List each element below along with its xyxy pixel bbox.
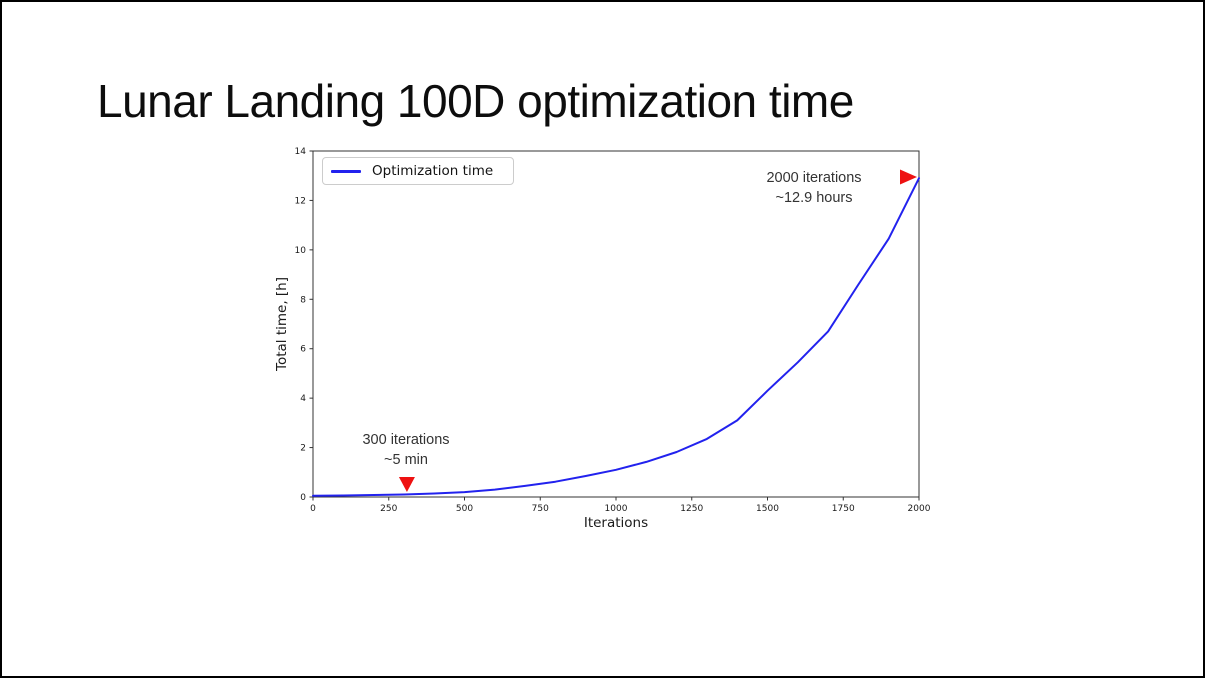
legend-label: Optimization time [372, 163, 494, 179]
triangle-down-marker-icon [398, 477, 415, 493]
y-tick-label: 10 [295, 246, 307, 256]
annotation-line: ~12.9 hours [775, 190, 853, 206]
y-tick-label: 0 [300, 493, 306, 503]
y-tick-label: 12 [295, 196, 306, 206]
x-tick-label: 1250 [680, 504, 703, 514]
annotation-2000-iterations: 2000 iterations ~12.9 hours [734, 168, 894, 208]
annotation-line: 2000 iterations [766, 170, 862, 186]
y-axis-label: Total time, [h] [274, 277, 290, 372]
x-tick-label: 750 [532, 504, 549, 514]
x-tick-label: 1000 [605, 504, 628, 514]
optimization-time-chart: 0 250 500 750 1000 1250 1500 1750 2000 0 2 4 6 8 10 12 1… [272, 142, 937, 542]
triangle-right-marker-icon [900, 169, 917, 185]
y-tick-label: 8 [300, 295, 306, 305]
y-tick-label: 2 [300, 444, 306, 454]
chart-legend: Optimization time [322, 157, 514, 185]
annotation-300-iterations: 300 iterations ~5 min [326, 430, 486, 470]
y-tick-label: 4 [300, 394, 306, 404]
x-tick-label: 500 [456, 504, 473, 514]
legend-line-sample [331, 169, 361, 173]
x-tick-label: 1750 [832, 504, 855, 514]
slide-title: Lunar Landing 100D optimization time [97, 75, 854, 127]
plot-area: 0 250 500 750 1000 1250 1500 1750 2000 0 2 4 6 8 10 12 1… [274, 147, 931, 531]
x-tick-label: 2000 [908, 504, 931, 514]
y-tick-label: 14 [295, 147, 307, 157]
optimization-time-line [312, 177, 920, 497]
y-tick-label: 6 [300, 345, 306, 355]
annotation-line: ~5 min [384, 452, 428, 468]
x-tick-label: 250 [380, 504, 397, 514]
annotation-line: 300 iterations [362, 432, 450, 448]
x-tick-label: 1500 [756, 504, 779, 514]
x-tick-label: 0 [310, 504, 316, 514]
x-axis-label: Iterations [584, 515, 648, 531]
